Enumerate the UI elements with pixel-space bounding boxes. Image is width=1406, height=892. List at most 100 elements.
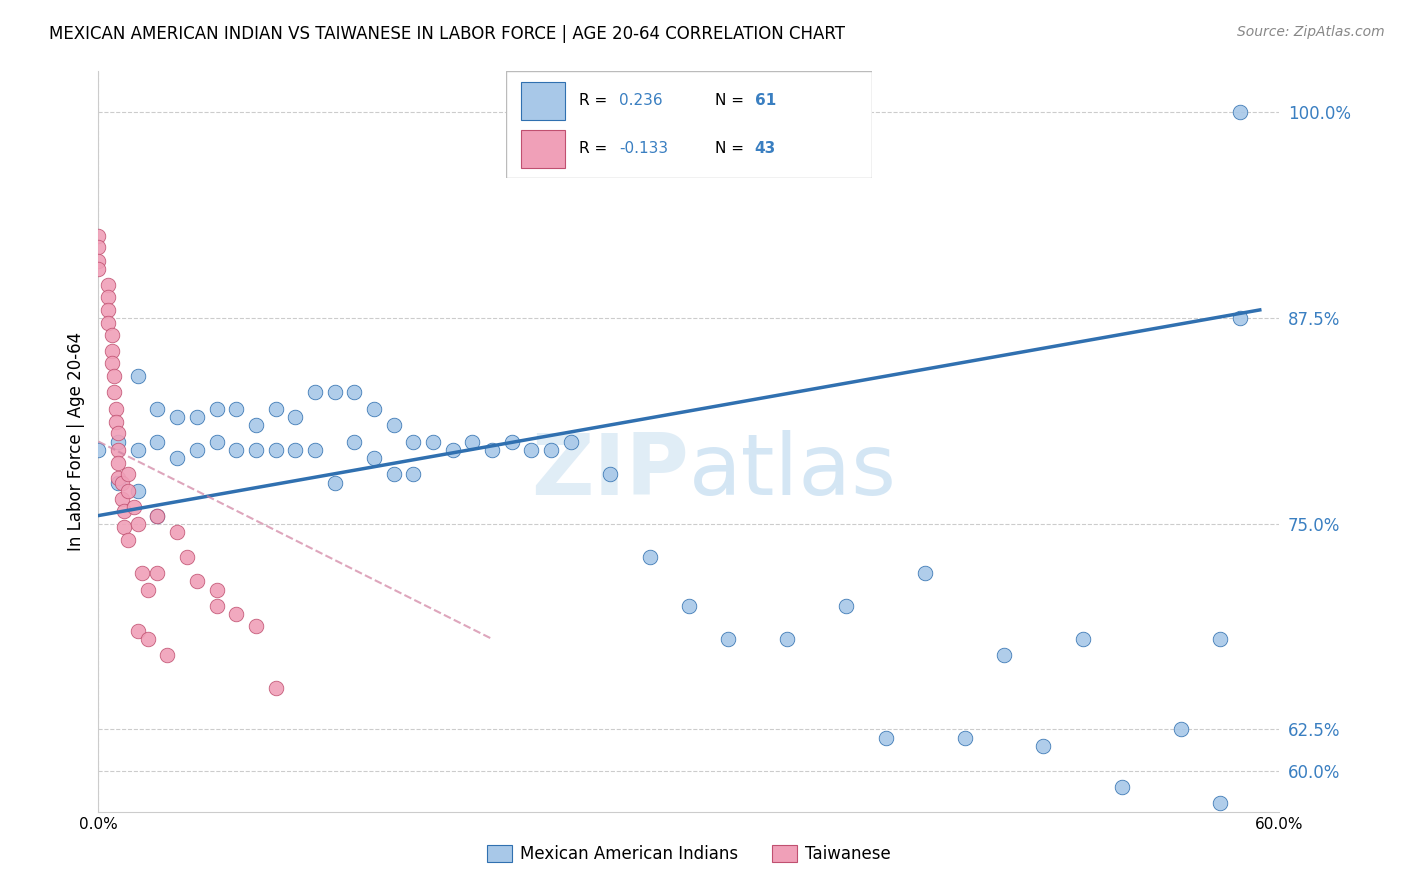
Point [146, 566, 169, 581]
Point [186, 409, 208, 424]
Point [481, 442, 503, 457]
Point [97, 316, 120, 330]
Point [225, 401, 247, 416]
Point [1209, 797, 1232, 811]
Point [112, 520, 135, 534]
Point [111, 475, 134, 490]
Point [245, 442, 267, 457]
Point [107, 475, 129, 490]
Point [304, 442, 326, 457]
Point [1071, 632, 1094, 646]
Point [225, 442, 247, 457]
Point [97, 278, 120, 293]
Text: 0.236: 0.236 [620, 93, 664, 108]
Point [146, 434, 169, 449]
Text: N =: N = [714, 93, 748, 108]
Text: Source: ZipAtlas.com: Source: ZipAtlas.com [1237, 25, 1385, 39]
Point [127, 624, 149, 638]
Point [501, 434, 523, 449]
Point [363, 450, 385, 465]
Point [103, 385, 125, 400]
Point [875, 731, 897, 745]
Point [343, 385, 366, 400]
Point [122, 500, 145, 515]
Point [101, 344, 124, 359]
Point [560, 434, 582, 449]
Text: N =: N = [714, 141, 748, 156]
Point [87, 253, 110, 268]
Point [205, 401, 228, 416]
Point [1111, 780, 1133, 794]
Point [1229, 105, 1251, 120]
Point [97, 290, 120, 304]
Point [105, 415, 128, 429]
Text: MEXICAN AMERICAN INDIAN VS TAIWANESE IN LABOR FORCE | AGE 20-64 CORRELATION CHAR: MEXICAN AMERICAN INDIAN VS TAIWANESE IN … [49, 25, 845, 43]
Point [284, 442, 307, 457]
Point [127, 368, 149, 383]
Point [422, 434, 444, 449]
Point [146, 401, 169, 416]
Point [87, 228, 110, 243]
Point [166, 524, 188, 539]
Point [402, 434, 425, 449]
Point [1209, 632, 1232, 646]
Point [205, 599, 228, 613]
Point [136, 632, 159, 646]
Point [441, 442, 464, 457]
Legend: Mexican American Indians, Taiwanese: Mexican American Indians, Taiwanese [481, 838, 897, 870]
Point [363, 401, 385, 416]
Point [914, 566, 936, 581]
Point [87, 442, 110, 457]
Point [264, 681, 287, 696]
Point [264, 442, 287, 457]
Point [166, 450, 188, 465]
Point [323, 385, 346, 400]
Point [101, 355, 124, 369]
Point [112, 503, 135, 517]
Point [835, 599, 858, 613]
Text: 61: 61 [755, 93, 776, 108]
Point [111, 492, 134, 507]
Point [146, 508, 169, 523]
Text: -0.133: -0.133 [620, 141, 669, 156]
Point [127, 483, 149, 498]
Point [205, 434, 228, 449]
Point [1170, 723, 1192, 737]
Bar [520, 130, 565, 168]
Point [117, 533, 139, 548]
Point [540, 442, 562, 457]
Point [717, 632, 740, 646]
Point [245, 619, 267, 633]
Point [166, 409, 188, 424]
Point [127, 442, 149, 457]
Point [638, 549, 661, 564]
Point [97, 302, 120, 317]
Text: R =: R = [579, 93, 613, 108]
Point [461, 434, 484, 449]
Text: atlas: atlas [689, 430, 897, 513]
Point [107, 471, 129, 485]
Point [776, 632, 799, 646]
Point [107, 434, 129, 449]
Point [520, 442, 543, 457]
Point [176, 549, 198, 564]
Text: R =: R = [579, 141, 613, 156]
Point [127, 516, 149, 531]
Point [146, 508, 169, 523]
Point [599, 467, 621, 482]
Point [103, 368, 125, 383]
Point [245, 418, 267, 433]
Point [107, 442, 129, 457]
Point [264, 401, 287, 416]
Point [205, 582, 228, 597]
Point [323, 475, 346, 490]
Point [186, 574, 208, 589]
Point [382, 467, 405, 482]
Point [107, 426, 129, 441]
Bar [520, 82, 565, 120]
Point [87, 261, 110, 276]
Point [156, 648, 179, 663]
Point [131, 566, 153, 581]
Point [304, 385, 326, 400]
Point [136, 582, 159, 597]
